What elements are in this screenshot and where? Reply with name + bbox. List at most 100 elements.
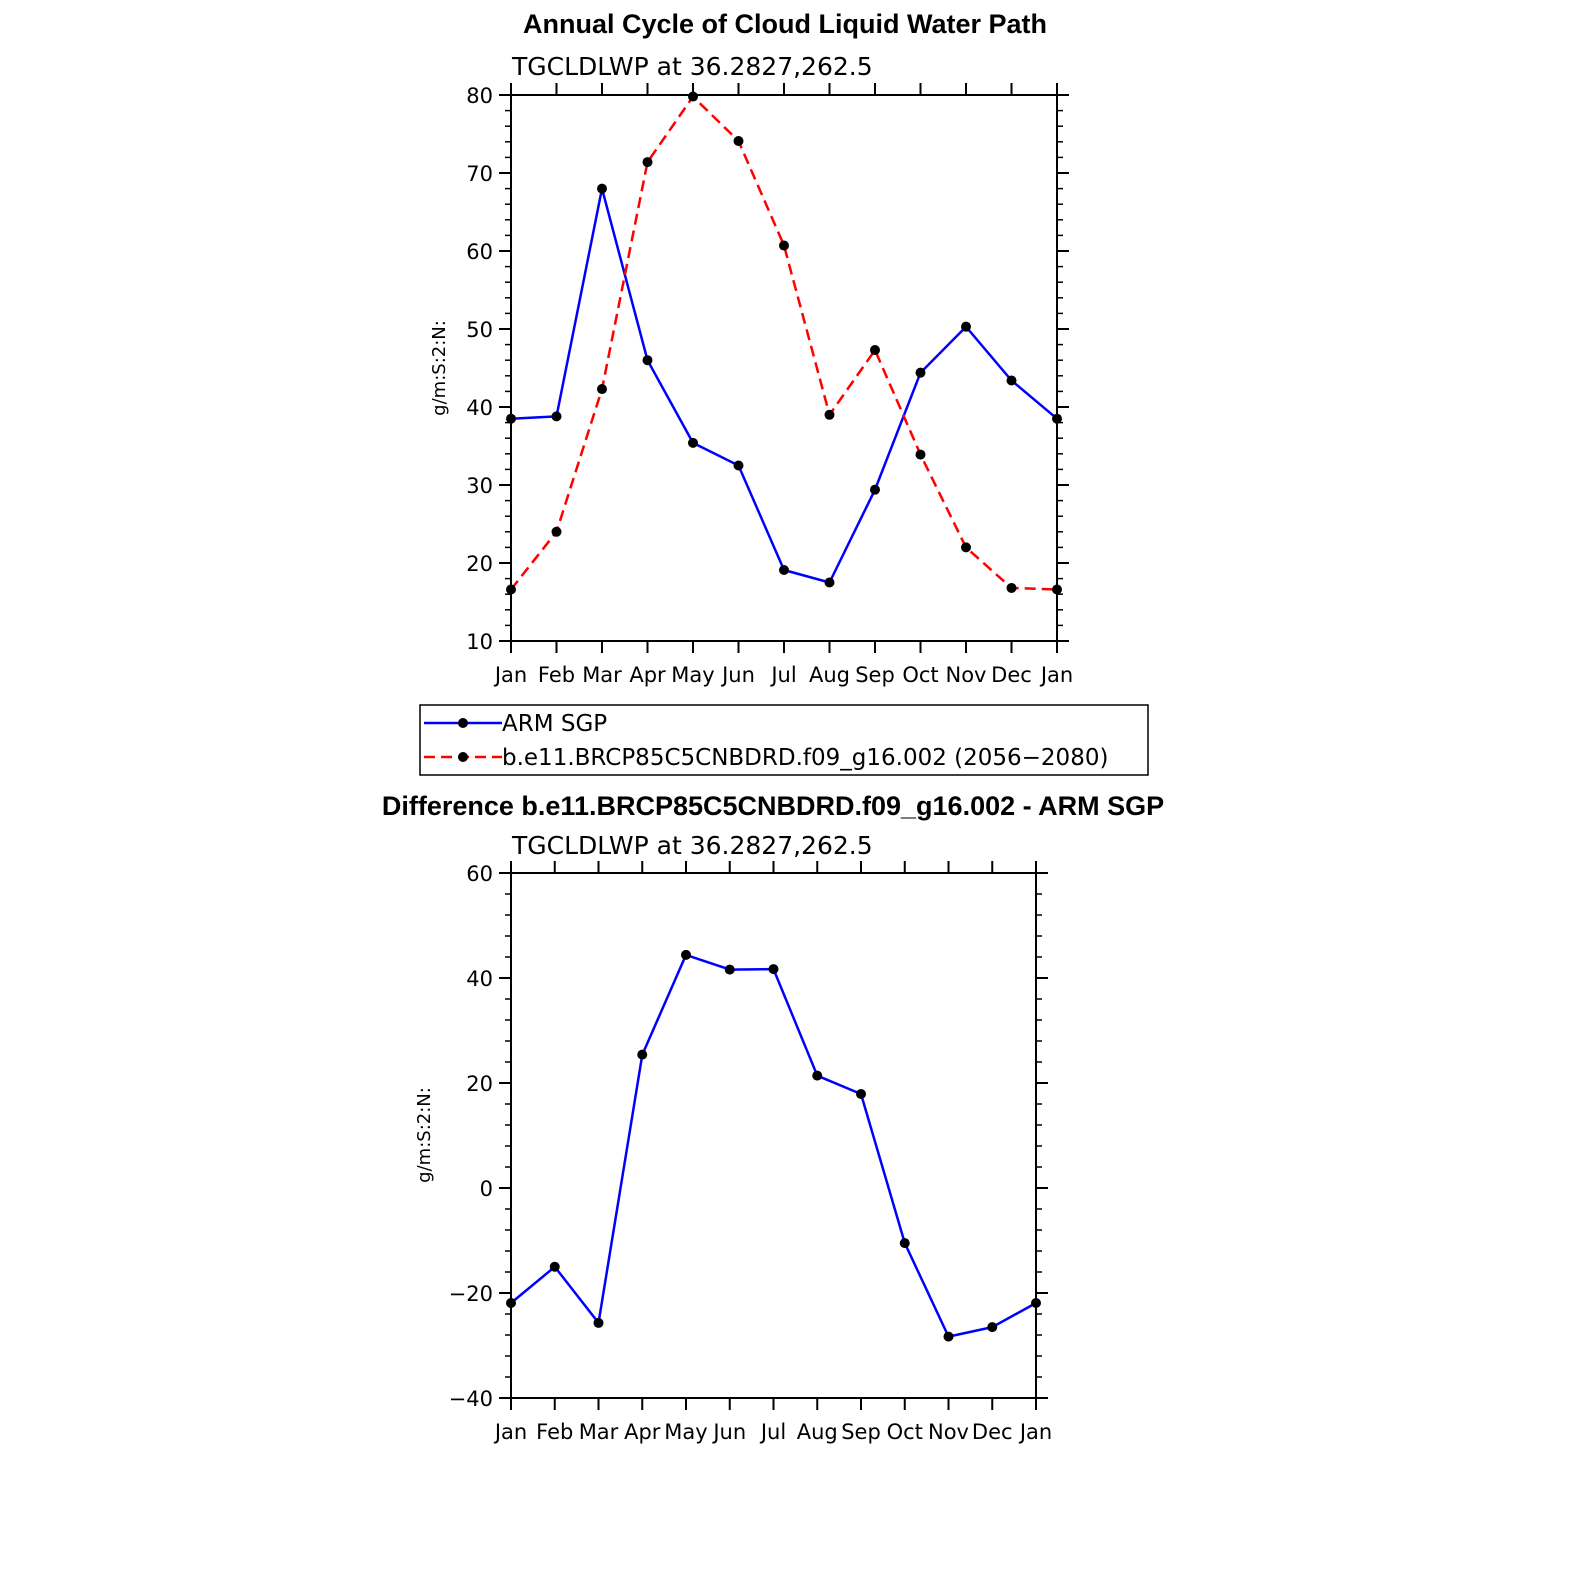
x-tick-label: May	[671, 663, 714, 687]
data-point	[1006, 582, 1017, 593]
data-point	[549, 1261, 560, 1272]
x-tick-label: Oct	[902, 663, 938, 687]
plot-axes: −40 −20 0 20 40 60 Jan Feb Mar Apr May Jun Jul Aug Sep…	[449, 861, 1052, 1444]
x-tick-label: Mar	[579, 1420, 619, 1444]
x-tick-label: Mar	[582, 663, 622, 687]
series-layer	[506, 91, 1062, 595]
y-tick-label: 20	[466, 552, 493, 576]
x-tick-label: Feb	[536, 1420, 573, 1444]
data-point	[779, 240, 789, 251]
legend-marker-model	[458, 752, 468, 762]
y-tick-label: −40	[449, 1387, 493, 1411]
y-tick-label: 40	[466, 396, 493, 420]
x-tick-label: Jan	[1039, 663, 1073, 687]
x-tick-label: Oct	[887, 1420, 923, 1444]
chart-title: Difference b.e11.BRCP85C5CNBDRD.f09_g16.…	[382, 791, 1164, 821]
chart-subtitle: TGCLDLWP at 36.2827,262.5	[511, 52, 873, 81]
x-tick-label: Aug	[809, 663, 850, 687]
data-point	[1052, 413, 1062, 424]
x-tick-label: Nov	[946, 663, 987, 687]
data-point	[597, 384, 607, 395]
x-tick-label: Dec	[972, 1420, 1013, 1444]
plot-axes: 10 20 30 40 50 60 70 80 Jan Feb Mar Apr May Jun Jul Aug…	[466, 83, 1073, 687]
x-tick-label: Dec	[991, 663, 1032, 687]
x-tick-label: Apr	[629, 663, 666, 687]
series-line-1	[510, 95, 1058, 591]
data-point	[642, 355, 653, 366]
data-point	[593, 1317, 604, 1328]
legend-label-model: b.e11.BRCP85C5CNBDRD.f09_g16.002 (2056−2…	[502, 745, 1108, 771]
data-point	[915, 449, 926, 460]
series-line-0	[510, 953, 1037, 1338]
x-tick-label: Jul	[769, 663, 796, 687]
data-point	[551, 411, 562, 422]
data-point	[1006, 375, 1017, 386]
y-tick-label: 60	[466, 862, 493, 886]
series-layer	[506, 949, 1041, 1342]
x-tick-label: May	[664, 1420, 707, 1444]
data-point	[733, 136, 744, 147]
x-tick-label: Feb	[538, 663, 575, 687]
x-tick-label: Jun	[720, 663, 755, 687]
y-tick-label: 20	[466, 1072, 493, 1096]
data-point	[987, 1322, 998, 1333]
x-tick-label: Nov	[928, 1420, 969, 1444]
y-tick-label: −20	[449, 1282, 493, 1306]
data-point	[943, 1331, 954, 1342]
data-point	[733, 460, 744, 471]
data-point	[961, 542, 971, 553]
y-tick-label: 80	[466, 84, 493, 108]
data-point	[688, 437, 698, 448]
y-tick-label: 50	[466, 318, 493, 342]
x-tick-label: Jan	[1018, 1420, 1052, 1444]
y-axis-label: g/m:S:2:N:	[429, 320, 450, 416]
y-tick-label: 0	[480, 1177, 493, 1201]
data-point	[597, 183, 607, 194]
data-point	[724, 964, 735, 975]
x-tick-label: Apr	[624, 1420, 661, 1444]
y-tick-label: 10	[466, 630, 493, 654]
y-axis-label: g/m:S:2:N:	[414, 1087, 435, 1183]
data-point	[779, 565, 789, 576]
data-point	[506, 584, 516, 595]
data-point	[870, 484, 880, 495]
x-tick-label: Jun	[711, 1420, 746, 1444]
plot-frame	[510, 872, 1037, 1399]
data-point	[824, 409, 835, 420]
x-tick-label: Sep	[855, 663, 895, 687]
chart-subtitle: TGCLDLWP at 36.2827,262.5	[511, 831, 873, 860]
legend-entry-model: b.e11.BRCP85C5CNBDRD.f09_g16.002 (2056−2…	[424, 745, 1108, 771]
legend-marker-arm-sgp	[458, 718, 468, 728]
legend-entry-arm-sgp: ARM SGP	[424, 711, 607, 737]
data-point	[1031, 1297, 1041, 1308]
data-point	[915, 367, 926, 378]
x-tick-label: Jan	[493, 1420, 527, 1444]
data-point	[899, 1238, 910, 1249]
data-point	[688, 91, 698, 102]
data-point	[506, 1297, 516, 1308]
x-tick-label: Aug	[797, 1420, 838, 1444]
legend-label-arm-sgp: ARM SGP	[502, 711, 607, 737]
y-tick-label: 60	[466, 240, 493, 264]
x-tick-label: Sep	[841, 1420, 881, 1444]
data-point	[642, 157, 653, 168]
plot-frame	[510, 94, 1058, 642]
y-tick-label: 40	[466, 967, 493, 991]
y-tick-label: 70	[466, 162, 493, 186]
x-tick-label: Jan	[493, 663, 527, 687]
data-point	[812, 1070, 823, 1081]
annual-cycle-chart: Annual Cycle of Cloud Liquid Water Path …	[429, 9, 1073, 687]
chart-title: Annual Cycle of Cloud Liquid Water Path	[523, 9, 1047, 39]
y-tick-label: 30	[466, 474, 493, 498]
data-point	[856, 1089, 866, 1100]
data-point	[1052, 584, 1062, 595]
legend: ARM SGP b.e11.BRCP85C5CNBDRD.f09_g16.002…	[419, 704, 1149, 776]
difference-chart: Difference b.e11.BRCP85C5CNBDRD.f09_g16.…	[382, 791, 1164, 1444]
data-point	[824, 577, 835, 588]
data-point	[961, 321, 971, 332]
data-point	[870, 345, 880, 356]
data-point	[506, 413, 516, 424]
legend-box	[419, 704, 1149, 776]
data-point	[551, 526, 562, 537]
